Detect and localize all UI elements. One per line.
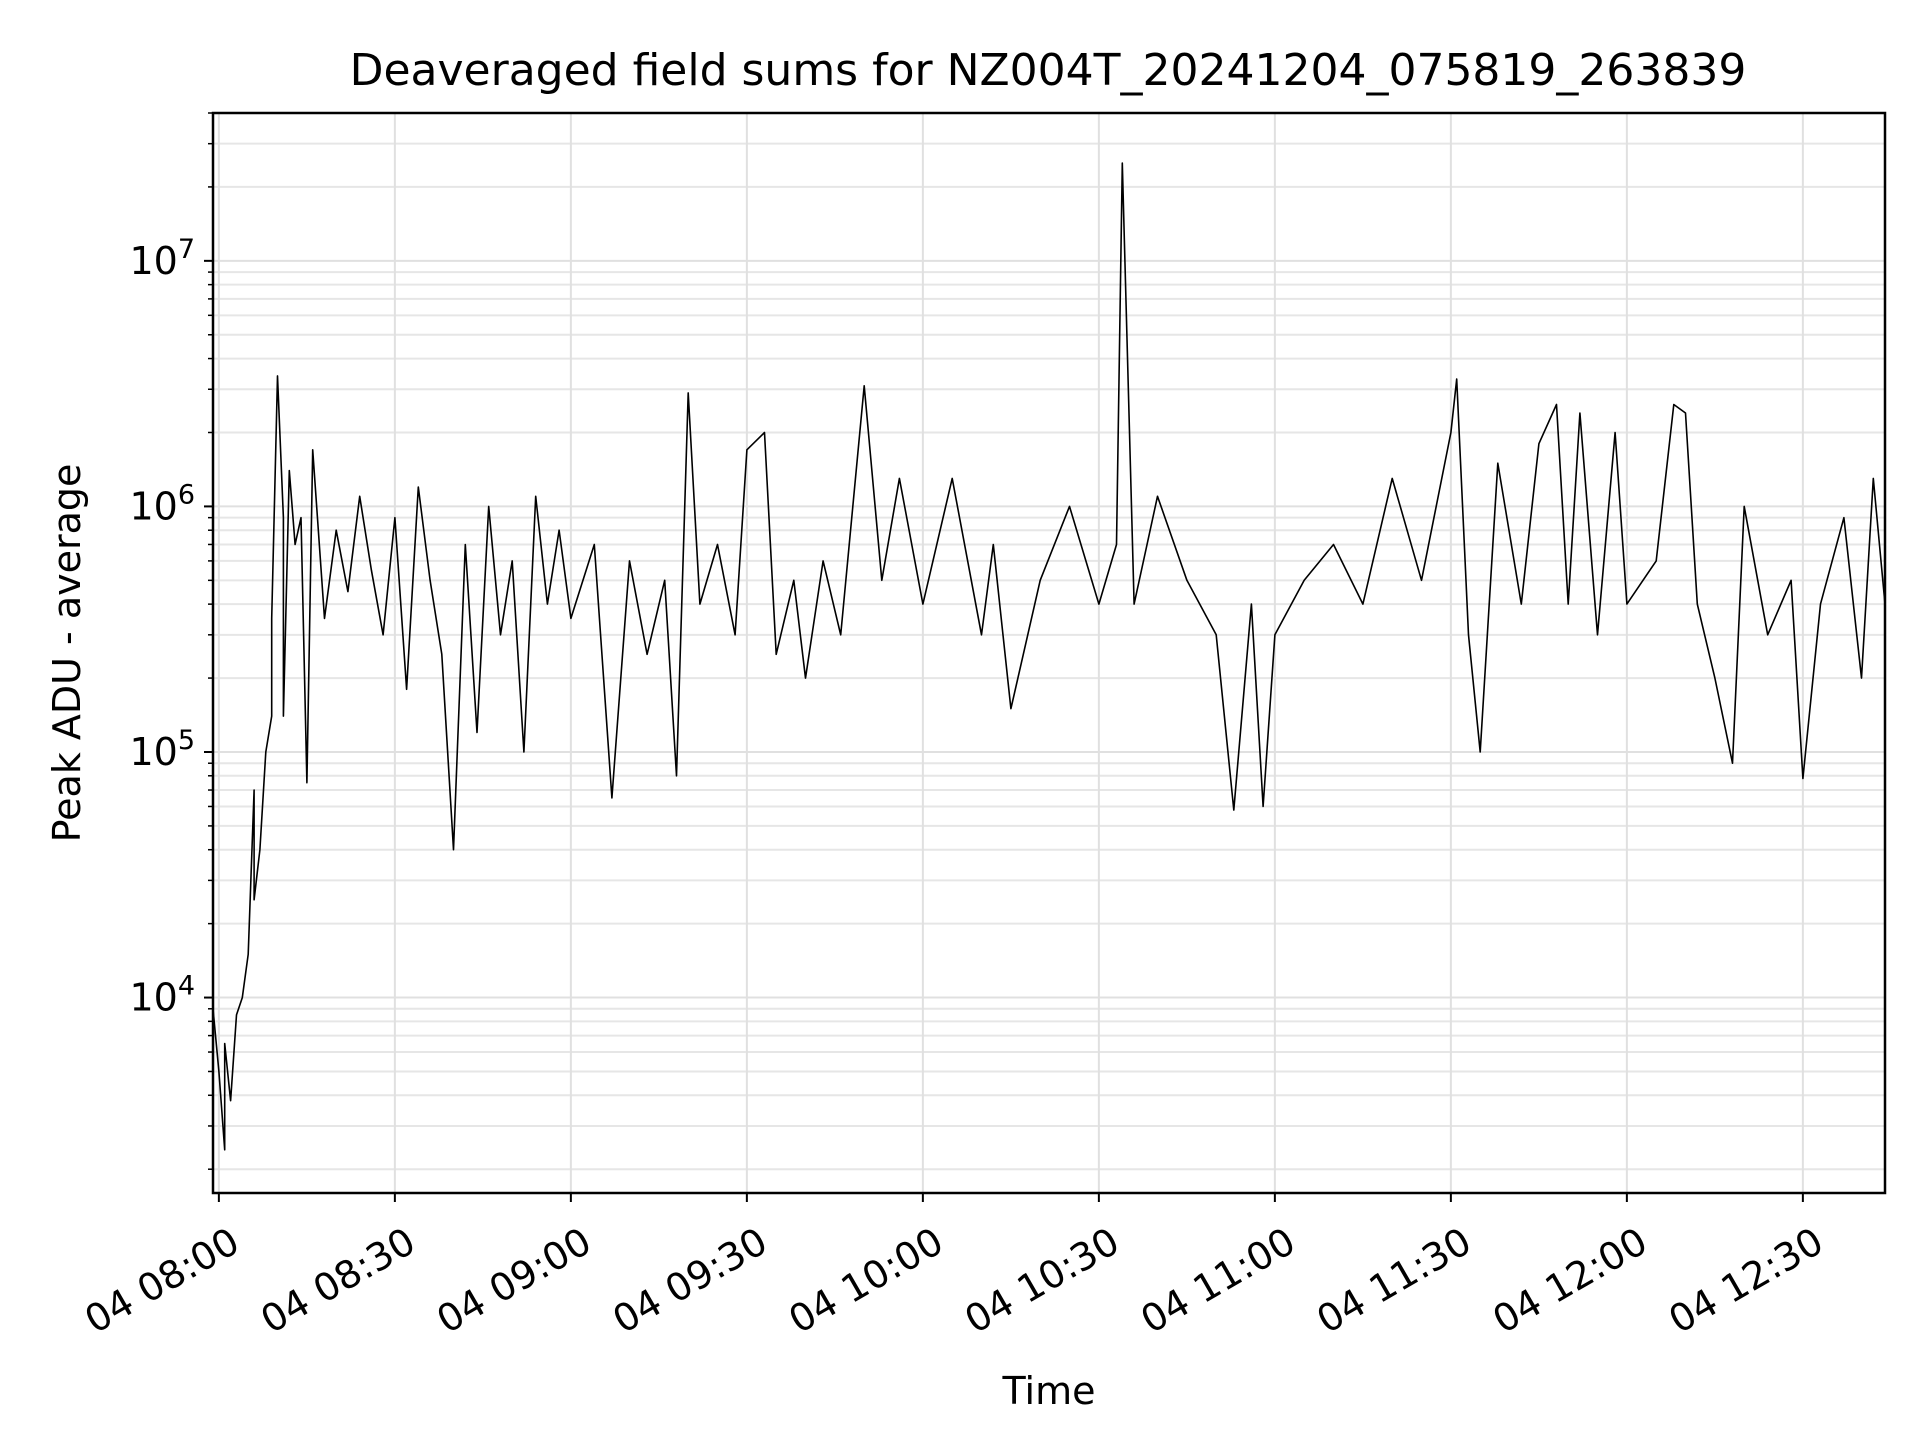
x-axis-label: Time	[1002, 1369, 1096, 1413]
y-axis-label: Peak ADU - average	[45, 464, 89, 843]
y-tick-label: 106	[129, 479, 195, 528]
series-group	[212, 162, 1886, 1151]
chart-title: Deaveraged field sums for NZ004T_2024120…	[350, 45, 1747, 96]
y-tick-label: 104	[129, 971, 195, 1020]
series-line	[212, 162, 1886, 1151]
y-tick-label: 107	[129, 234, 195, 283]
plot-frame	[211, 111, 1887, 1195]
y-tick-label: 105	[129, 725, 195, 774]
